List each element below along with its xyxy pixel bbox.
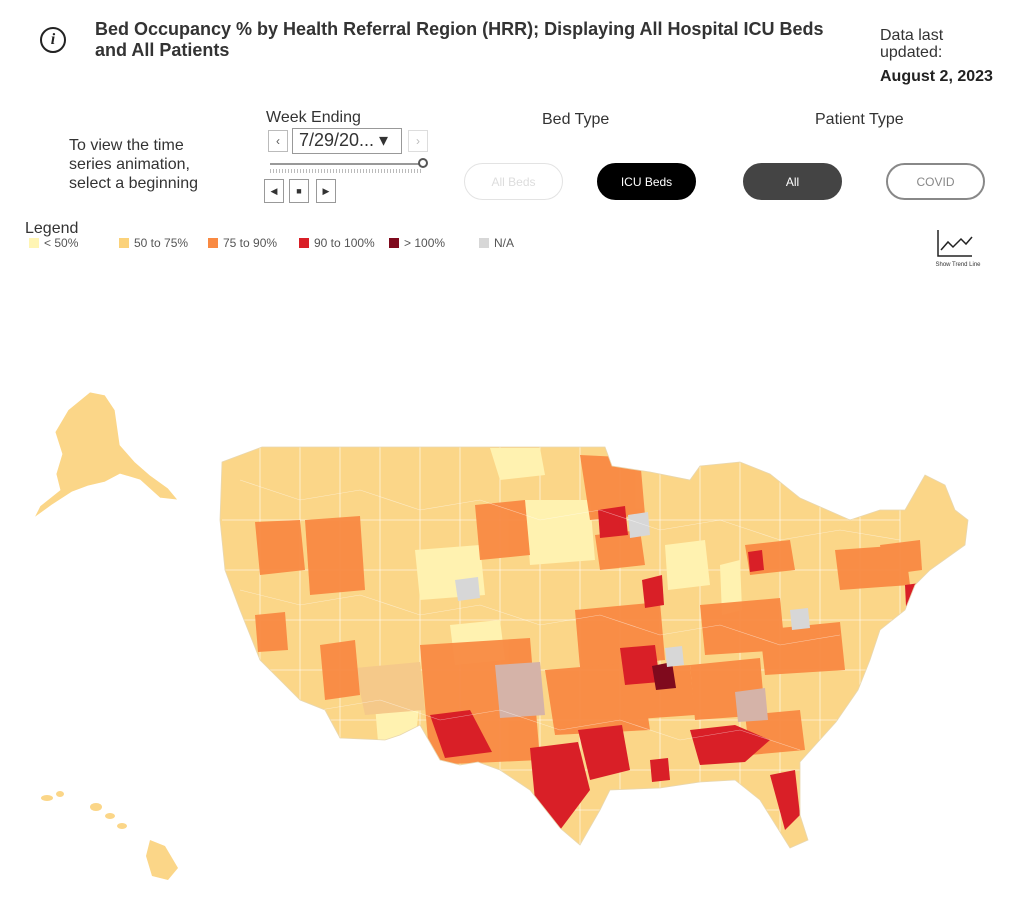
- step-back-button[interactable]: ◀: [264, 179, 284, 203]
- legend-swatch: [208, 238, 218, 248]
- next-week-button[interactable]: ›: [408, 130, 428, 152]
- chevron-right-icon: ›: [416, 134, 420, 148]
- legend-item: 75 to 90%: [208, 236, 277, 250]
- legend-swatch: [299, 238, 309, 248]
- stop-button[interactable]: ■: [289, 179, 309, 203]
- legend-swatch: [389, 238, 399, 248]
- legend-title: Legend: [25, 220, 79, 237]
- us-hrr-map[interactable]: [0, 370, 1023, 922]
- legend-item-label: 50 to 75%: [134, 236, 189, 250]
- legend-item: 50 to 75%: [119, 236, 188, 250]
- page-title: Bed Occupancy % by Health Referral Regio…: [95, 19, 824, 60]
- legend-swatch: [479, 238, 489, 248]
- step-back-icon: ◀: [270, 185, 278, 196]
- legend-swatch: [29, 238, 39, 248]
- play-icon: ▶: [322, 185, 330, 196]
- legend-item-label: N/A: [494, 236, 515, 250]
- animation-hint: To view the time series animation, selec…: [69, 137, 198, 192]
- legend-item: > 100%: [389, 236, 445, 250]
- data-updated-date: August 2, 2023: [880, 68, 993, 85]
- legend-swatch: [119, 238, 129, 248]
- time-slider-ticks: [270, 169, 423, 173]
- data-updated-label: Data last updated:: [880, 27, 944, 61]
- info-icon[interactable]: i: [40, 27, 66, 53]
- legend-item-label: > 100%: [404, 236, 446, 250]
- bed-type-label: Bed Type: [542, 111, 610, 128]
- legend-item: 90 to 100%: [299, 236, 375, 250]
- icu-beds-button[interactable]: ICU Beds: [597, 163, 696, 200]
- chevron-left-icon: ‹: [276, 134, 280, 148]
- legend-item-label: 90 to 100%: [314, 236, 375, 250]
- show-trend-line-button[interactable]: Show Trend Line: [928, 226, 988, 274]
- covid-patients-button[interactable]: COVID: [886, 163, 985, 200]
- contiguous-us-regions[interactable]: [215, 440, 975, 860]
- stop-icon: ■: [296, 186, 302, 196]
- legend-item: N/A: [479, 236, 514, 250]
- time-slider-handle[interactable]: [418, 158, 428, 168]
- week-ending-label: Week Ending: [266, 109, 361, 126]
- patient-type-label: Patient Type: [815, 111, 904, 128]
- play-forward-button[interactable]: ▶: [316, 179, 336, 203]
- all-patients-button[interactable]: All: [743, 163, 842, 200]
- alaska-region[interactable]: [33, 391, 179, 519]
- all-beds-button[interactable]: All Beds: [464, 163, 563, 200]
- time-slider-track[interactable]: [270, 163, 423, 165]
- prev-week-button[interactable]: ‹: [268, 130, 288, 152]
- week-ending-dropdown[interactable]: 7/29/20... ▾: [292, 128, 402, 154]
- trend-line-icon: [937, 230, 973, 257]
- legend-item-label: < 50%: [44, 236, 79, 250]
- show-trend-line-label: Show Trend Line: [935, 262, 981, 268]
- legend-item: < 50%: [29, 236, 78, 250]
- legend-item-label: 75 to 90%: [223, 236, 278, 250]
- hawaii-region[interactable]: [41, 791, 178, 880]
